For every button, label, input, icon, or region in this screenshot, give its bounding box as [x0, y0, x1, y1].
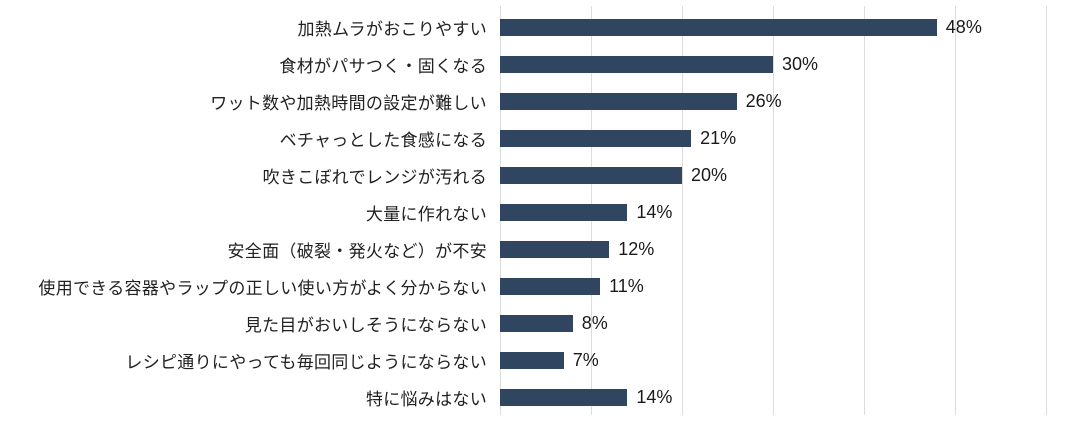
value-label: 7% [572, 350, 599, 370]
bar-track: 48% [500, 9, 1092, 46]
bar [500, 130, 692, 147]
bar-track: 7% [500, 342, 1092, 379]
value-label: 12% [618, 239, 655, 259]
bar-track: 14% [500, 194, 1092, 231]
category-label: 大量に作れない [365, 205, 487, 224]
category-label: 加熱ムラがおこりやすい [297, 20, 487, 39]
value-label: 30% [782, 54, 819, 74]
bar [500, 278, 601, 295]
value-label: 14% [636, 202, 673, 222]
category-label: 食材がパサつく・固くなる [279, 57, 487, 76]
bar [500, 204, 628, 221]
bar-track: 8% [500, 305, 1092, 342]
value-label: 48% [945, 17, 982, 37]
chart-row: レシピ通りにやっても毎回同じようにならない 7% [0, 342, 1092, 379]
bar [500, 93, 737, 110]
chart-row: 食材がパサつく・固くなる 30% [0, 46, 1092, 83]
bar-track: 11% [500, 268, 1092, 305]
bar-track: 12% [500, 231, 1092, 268]
value-label: 11% [609, 276, 644, 296]
gridline [864, 6, 865, 415]
gridline [773, 6, 774, 415]
bar [500, 167, 682, 184]
value-label: 21% [700, 128, 737, 148]
chart-row: ワット数や加熱時間の設定が難しい 26% [0, 83, 1092, 120]
bar-track: 20% [500, 157, 1092, 194]
category-label: 吹きこぼれでレンジが汚れる [262, 168, 487, 187]
category-label: レシピ通りにやっても毎回同じようにならない [125, 353, 487, 372]
value-label: 8% [581, 313, 608, 333]
bar-track: 26% [500, 83, 1092, 120]
category-label: 安全面（破裂・発火など）が不安 [227, 242, 487, 261]
value-label: 14% [636, 387, 673, 407]
category-label: 使用できる容器やラップの正しい使い方がよく分からない [38, 279, 487, 298]
chart-row: 大量に作れない 14% [0, 194, 1092, 231]
bar [500, 241, 610, 258]
bar-track: 14% [500, 379, 1092, 416]
gridline [1046, 6, 1047, 415]
bar [500, 352, 564, 369]
chart-rows: 加熱ムラがおこりやすい 48% 食材がパサつく・固くなる 30% ワット数や加熱時間の設… [0, 9, 1092, 416]
category-label: 見た目がおいしそうにならない [244, 316, 487, 335]
category-label: 特に悩みはない [365, 390, 487, 409]
bar [500, 389, 628, 406]
chart-row: 見た目がおいしそうにならない 8% [0, 305, 1092, 342]
bar [500, 56, 773, 73]
gridline [955, 6, 956, 415]
category-label: ワット数や加熱時間の設定が難しい [210, 94, 487, 113]
chart-row: 吹きこぼれでレンジが汚れる 20% [0, 157, 1092, 194]
chart-row: 使用できる容器やラップの正しい使い方がよく分からない 11% [0, 268, 1092, 305]
bar [500, 19, 937, 36]
value-label: 26% [745, 91, 782, 111]
chart-row: 安全面（破裂・発火など）が不安 12% [0, 231, 1092, 268]
gridline [682, 6, 683, 415]
bar-track: 21% [500, 120, 1092, 157]
chart-row: 特に悩みはない 14% [0, 379, 1092, 416]
chart-row: ベチャっとした食感になる 21% [0, 120, 1092, 157]
value-label: 20% [691, 165, 728, 185]
bar [500, 315, 573, 332]
category-label: ベチャっとした食感になる [279, 131, 487, 150]
chart-row: 加熱ムラがおこりやすい 48% [0, 9, 1092, 46]
bar-track: 30% [500, 46, 1092, 83]
